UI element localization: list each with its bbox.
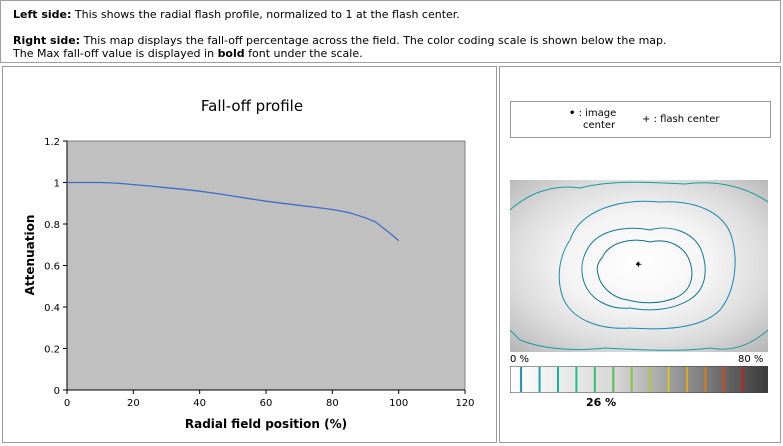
flash-center-marker: + [635, 260, 643, 270]
falloff-color-scale [510, 366, 768, 393]
y-tick-label: 0.6 [44, 262, 60, 273]
scale-ticks [520, 367, 744, 392]
info-line-left: Left side: This shows the radial flash p… [13, 8, 780, 21]
falloff-map-panel: • : image center + : flash center + 0 % … [499, 66, 781, 443]
max-text-pre: The Max fall-off value is displayed in [13, 47, 218, 60]
info-line-max: The Max fall-off value is displayed in b… [13, 47, 780, 60]
scale-tick [667, 367, 670, 392]
right-side-text: This map displays the fall-off percentag… [80, 34, 667, 47]
image-center-label-2: center [583, 120, 616, 131]
scale-tick [520, 367, 523, 392]
x-axis-label: Radial field position (%) [185, 417, 347, 431]
scale-min-label: 0 % [510, 354, 530, 365]
map-background [510, 180, 768, 352]
x-tick-label: 20 [127, 398, 140, 409]
flash-center-symbol: + [642, 114, 651, 125]
image-center-key: • : image center [569, 108, 616, 132]
x-tick-label: 120 [455, 398, 474, 409]
scale-tick [557, 367, 559, 392]
image-center-symbol: • [569, 108, 576, 119]
image-center-label: : image [578, 108, 617, 119]
scale-tick [575, 367, 578, 392]
map-legend: • : image center + : flash center [510, 101, 771, 138]
flash-center-key: + : flash center [642, 114, 719, 125]
chart-title: Fall-off profile [201, 97, 303, 115]
right-side-label: Right side: [13, 34, 81, 47]
contour-inner [581, 227, 706, 311]
left-side-label: Left side: [13, 8, 72, 21]
falloff-map: + [510, 180, 768, 352]
contour-middle [558, 200, 736, 330]
scale-max-label: 80 % [738, 354, 764, 365]
y-tick-label: 1 [54, 179, 60, 190]
scale-tick [686, 367, 688, 392]
series-line [67, 181, 400, 242]
contour-outer [510, 181, 768, 351]
scale-tick [612, 367, 615, 392]
info-panel: Left side: This shows the radial flash p… [0, 0, 781, 63]
x-tick-label: 80 [326, 398, 339, 409]
y-tick-label: 0.4 [44, 303, 60, 314]
y-tick-label: 1.2 [44, 137, 60, 148]
scale-tick [538, 367, 541, 392]
image-center-marker [636, 262, 640, 266]
left-side-text: This shows the radial flash profile, nor… [71, 8, 460, 21]
max-text-post: font under the scale. [244, 47, 363, 60]
falloff-chart-panel: Fall-off profile 0 20 40 60 80 100 120 0 0.2 0.4 0… [2, 66, 497, 443]
scale-tick [593, 367, 596, 392]
scale-tick [722, 367, 725, 392]
max-text-bold: bold [217, 47, 245, 60]
info-line-right: Right side: This map displays the fall-o… [13, 34, 780, 47]
scale-tick [741, 367, 744, 392]
y-tick-label: 0.2 [44, 345, 60, 356]
scale-tick [649, 367, 652, 392]
scale-tick [630, 367, 633, 392]
x-tick-label: 60 [260, 398, 273, 409]
x-tick-label: 40 [193, 398, 206, 409]
x-tick-label: 0 [64, 398, 70, 409]
y-tick-label: 0.8 [44, 220, 60, 231]
contour-center [596, 239, 693, 304]
y-axis-label: Attenuation [23, 215, 37, 296]
scale-gradient [510, 366, 768, 393]
flash-center-label: : flash center [653, 114, 720, 125]
y-tick-label: 0 [54, 386, 60, 397]
falloff-chart: Fall-off profile 0 20 40 60 80 100 12000.20.40… [23, 97, 475, 431]
scale-tick [704, 367, 707, 392]
chart-axes: 0 20 40 60 80 100 120 0 0.2 0.4 0.6 0.8 1 1.2 [44, 137, 474, 409]
plot-area [66, 140, 466, 391]
max-falloff-value: 26 % [586, 396, 617, 409]
x-tick-label: 100 [389, 398, 408, 409]
